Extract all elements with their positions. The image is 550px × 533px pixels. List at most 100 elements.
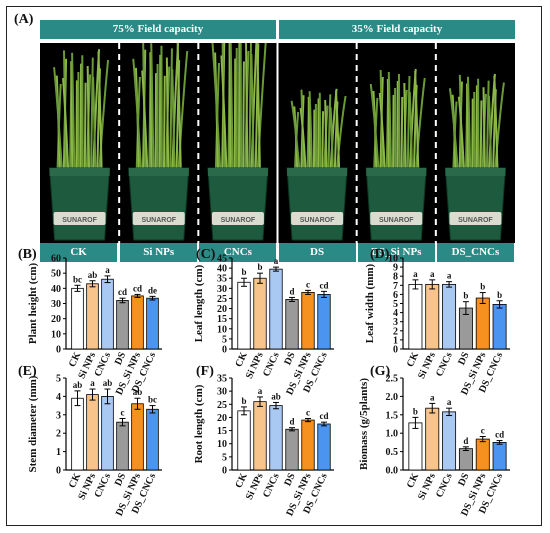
header-35-field-capacity: 35% Field capacity [279,20,515,39]
y-tick-label: 9 [393,263,398,274]
y-tick-label: 8 [393,272,398,283]
significance-letter: b [480,282,485,292]
grass-blade [250,53,255,169]
bar [317,423,331,471]
plant-1 [53,49,110,169]
bar [408,422,423,471]
grass-blade [162,75,166,169]
y-tick-label: 5 [56,374,61,385]
grass-blade [71,52,76,169]
grass-blade [324,99,328,169]
bar [71,397,84,471]
treatment-label-3: DS [278,243,356,262]
grass-blade [165,57,170,169]
bar [285,299,299,350]
plant-photo: SUNAROF SUNAROF SUNAROF SUNAROF SUNAROF SUNAR… [40,19,515,243]
bar [101,395,114,471]
y-tick-label: 30 [217,387,227,398]
y-tick-label: 3 [56,410,61,421]
y-tick-label: 10 [217,324,227,335]
significance-letter: cd [320,411,329,421]
grass-blade [90,57,94,169]
y-tick-label: 2.0 [386,392,399,403]
y-tick-label: 1.5 [386,410,399,421]
bar [146,408,159,471]
y-tick-label: 20 [217,413,227,424]
x-tick-label: DS [282,471,298,488]
treatment-label-2: CNCs [199,243,277,262]
significance-letter: a [447,271,452,281]
bar [131,403,144,471]
bar [116,421,129,471]
panel-label: (B) [18,247,37,262]
significance-letter: ab [271,391,281,401]
x-tick-label: CNCs [434,351,455,379]
y-axis-label: Biomass (g/5plants) [358,378,370,470]
grass-blade [485,80,490,169]
significance-letter: cd [320,280,329,290]
treatment-label-0: CK [40,243,118,262]
grass-blade [242,61,245,169]
bar [317,293,331,350]
treatment-label-4: DS_Si NPs [357,243,435,262]
bar [301,291,315,350]
bar [458,448,473,471]
grass-blade [386,78,390,169]
grass-blade [406,75,411,169]
y-tick-label: 0.5 [386,447,399,458]
significance-letter: b [241,267,246,277]
y-tick-label: 30 [217,284,227,295]
y-tick-label: 2 [393,326,398,337]
pot-label-band [370,212,423,225]
bar [492,441,507,471]
significance-letter: cd [118,287,127,297]
y-tick-label: 15 [217,426,227,437]
grass-blade [378,92,386,169]
grass-blade [150,43,155,169]
grass-blade [290,100,301,169]
x-tick-label: CK [405,350,421,368]
grass-blade [308,91,313,169]
bar [237,281,251,350]
significance-letter: bc [73,274,82,284]
header-75-field-capacity: 75% Field capacity [40,20,276,39]
pot-rim [287,168,348,176]
grass-blade [457,96,465,169]
grass-blade [176,41,182,169]
grass-blade [97,51,103,169]
significance-letter: a [447,397,452,407]
y-axis-label: Stem diameter (mm) [27,375,39,472]
panel-label: (D) [370,247,390,262]
grass-blade [141,70,149,169]
y-tick-label: 5 [222,452,227,463]
bar [492,304,507,350]
y-tick-label: 40 [217,264,227,275]
significance-letter: b [241,396,246,406]
grass-blade [211,41,222,169]
grass-blade [321,111,325,169]
grass-blade [132,58,142,169]
plant-6 [448,73,505,169]
grass-blade [403,82,407,169]
bar [86,283,99,350]
y-tick-label: 25 [217,400,227,411]
grass-blade [334,90,341,169]
y-tick-label: 20 [217,304,227,315]
significance-letter: c [121,407,125,417]
plant-2 [132,39,189,169]
bar [475,297,490,350]
grass-blade [335,95,347,169]
pot-label-text: SUNAROF [458,217,493,224]
grass-blade [220,55,228,169]
y-tick-label: 50 [51,269,61,280]
significance-letter: b [497,290,502,300]
y-tick-label: 3 [393,317,398,328]
grass-blade [307,96,311,169]
plant-5 [369,68,426,169]
y-tick-label: 10 [51,329,61,340]
grass-blade [248,29,253,169]
y-tick-label: 0 [222,466,227,477]
significance-letter: ab [73,380,83,390]
